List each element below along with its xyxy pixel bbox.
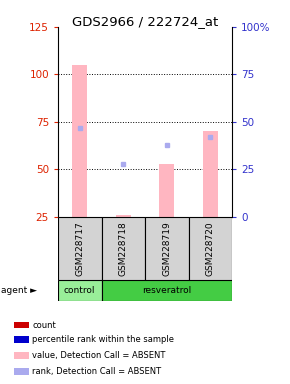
- Text: agent ►: agent ►: [1, 286, 37, 295]
- Text: GSM228718: GSM228718: [119, 221, 128, 276]
- Text: percentile rank within the sample: percentile rank within the sample: [32, 335, 174, 344]
- Bar: [159, 164, 174, 217]
- Bar: [14, 368, 29, 375]
- Bar: [72, 65, 87, 217]
- Bar: [14, 322, 29, 328]
- Bar: [116, 215, 131, 217]
- Text: rank, Detection Call = ABSENT: rank, Detection Call = ABSENT: [32, 367, 161, 376]
- Bar: [145, 217, 188, 280]
- Text: GSM228720: GSM228720: [206, 221, 215, 276]
- Text: value, Detection Call = ABSENT: value, Detection Call = ABSENT: [32, 351, 165, 360]
- Text: GSM228719: GSM228719: [162, 221, 171, 276]
- Bar: [203, 131, 218, 217]
- Bar: [188, 217, 232, 280]
- Bar: [102, 217, 145, 280]
- Text: count: count: [32, 321, 56, 329]
- Text: control: control: [64, 286, 95, 295]
- Text: GSM228717: GSM228717: [75, 221, 84, 276]
- Bar: [58, 280, 102, 301]
- Bar: [102, 280, 232, 301]
- Bar: [58, 217, 102, 280]
- Bar: [14, 352, 29, 359]
- Text: GDS2966 / 222724_at: GDS2966 / 222724_at: [72, 15, 218, 28]
- Bar: [14, 336, 29, 343]
- Text: resveratrol: resveratrol: [142, 286, 191, 295]
